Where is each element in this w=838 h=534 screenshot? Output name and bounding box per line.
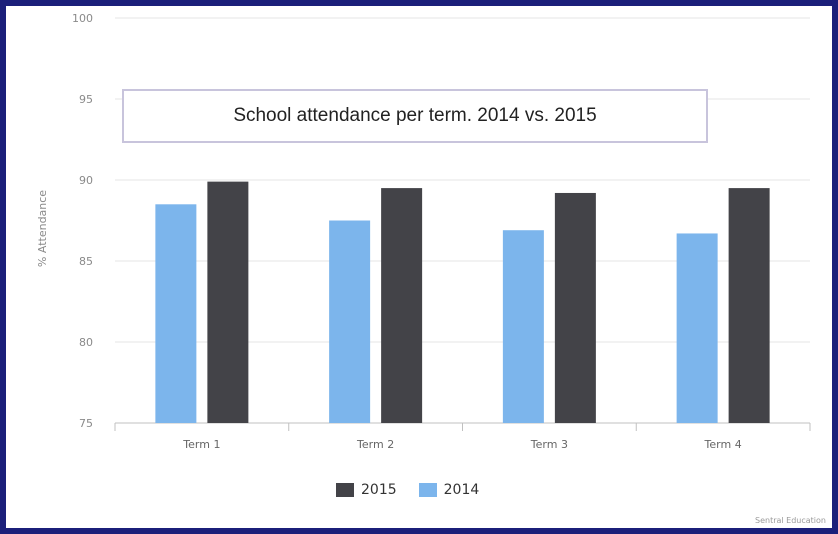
y-tick-label-85: 85 <box>79 255 93 268</box>
legend-item-2014[interactable]: 2014 <box>418 482 480 498</box>
y-tick-label-95: 95 <box>79 93 93 106</box>
x-tick-label-1: Term 1 <box>182 438 220 451</box>
legend-label-2015: 2015 <box>361 482 397 498</box>
chart-legend[interactable]: 2015 2014 <box>336 482 479 498</box>
bar-2014-1 <box>155 204 197 423</box>
chart-title-box: School attendance per term. 2014 vs. 201… <box>122 89 708 143</box>
legend-swatch-2015 <box>336 483 354 497</box>
y-tick-label-80: 80 <box>79 336 93 349</box>
bar-2014-3 <box>502 230 544 423</box>
x-tick-label-4: Term 4 <box>704 438 742 451</box>
chart-title: School attendance per term. 2014 vs. 201… <box>233 105 597 126</box>
bar-2015-1 <box>207 181 249 423</box>
x-tick-label-3: Term 3 <box>530 438 568 451</box>
bar-2015-2 <box>381 188 423 423</box>
y-axis-label: % Attendance <box>36 190 49 267</box>
chart-credit[interactable]: Sentral Education <box>755 516 826 525</box>
y-tick-label-90: 90 <box>79 174 93 187</box>
y-tick-label-75: 75 <box>79 417 93 430</box>
bar-2014-4 <box>676 233 718 423</box>
legend-label-2014: 2014 <box>443 482 480 498</box>
bar-2014-2 <box>329 220 371 423</box>
y-tick-label-100: 100 <box>72 12 93 25</box>
x-tick-label-2: Term 2 <box>356 438 394 451</box>
bar-2015-3 <box>554 192 596 423</box>
legend-item-2015[interactable]: 2015 <box>336 482 397 498</box>
legend-swatch-2014 <box>418 483 437 497</box>
bar-2015-4 <box>728 188 770 423</box>
